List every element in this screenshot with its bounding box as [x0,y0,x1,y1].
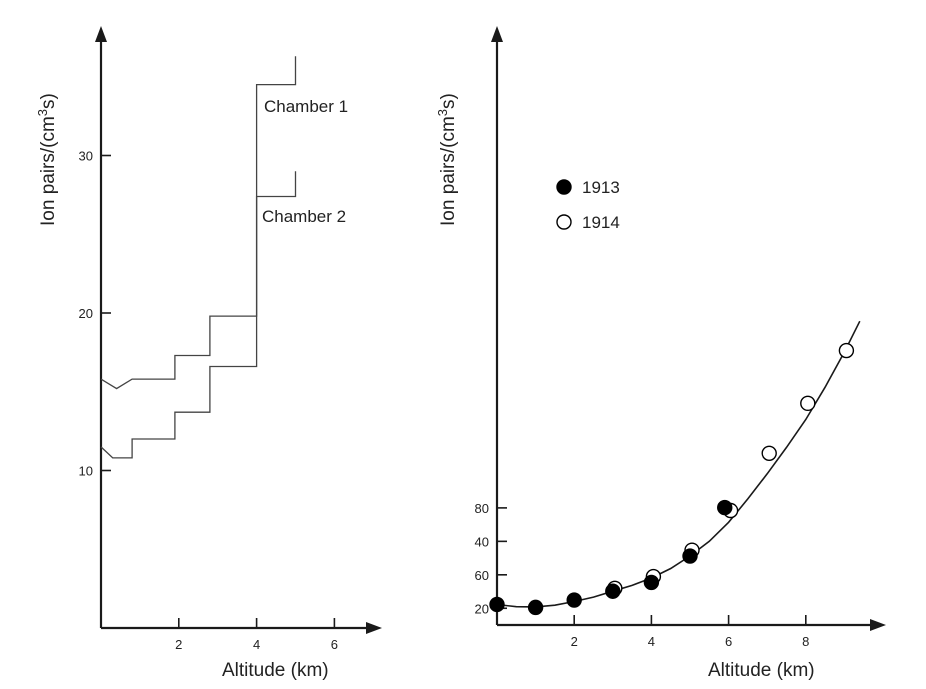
chamber-1-label: Chamber 1 [264,97,348,116]
right-y-axis-title: Ion pairs/(cm3s) [435,93,459,226]
left-y-tick-label: 30 [79,149,93,164]
point-1913 [566,592,582,608]
point-1913 [682,548,698,564]
right-x-tick-label: 4 [648,634,655,649]
right-y-axis-title-base: Ion pairs/(cm [438,116,459,226]
chamber-2-label: Chamber 2 [262,207,346,226]
point-1914 [838,342,855,359]
left-y-axis-arrow-icon [95,26,107,42]
left-series-lines [100,56,297,459]
point-1913 [717,499,733,516]
right-data-points [489,342,855,616]
left-ticks: 2 4 6 10 20 30 [79,149,338,653]
point-1914 [761,445,777,461]
right-x-axis-title: Altitude (km) [708,660,815,681]
series-line-chamber-2 [100,171,297,459]
point-1913 [489,596,505,613]
left-x-tick-label: 2 [175,637,182,652]
left-chart: 2 4 6 10 20 30 Chamber 1 Chamber 2 Altitude (… [35,26,382,681]
right-x-axis-arrow-icon [870,619,886,631]
left-y-tick-label: 20 [79,306,93,321]
right-chart: 2 4 6 8 20 60 40 80 1913 1914 Altitude (km) Ion… [435,26,886,681]
right-ticks: 2 4 6 8 20 60 40 80 [475,501,810,649]
left-y-axis-title-base: Ion pairs/(cm [38,116,59,226]
left-x-tick-label: 6 [331,637,338,652]
legend-1914-label: 1914 [582,213,620,232]
point-1913 [643,574,660,591]
right-x-tick-label: 6 [725,634,732,649]
left-x-axis-arrow-icon [366,622,382,634]
right-y-tick-label: 20 [475,601,489,616]
left-x-tick-label: 4 [253,637,260,652]
left-y-tick-label: 10 [79,464,93,479]
point-1913 [605,583,621,599]
right-y-tick-label: 40 [475,534,489,549]
left-y-axis-title-tail: s) [38,93,59,109]
left-y-axis-title: Ion pairs/(cm3s) [35,93,59,226]
right-y-tick-label: 60 [475,568,489,583]
legend-1913-marker [556,179,572,195]
series-line-chamber-1 [100,56,297,390]
point-1914 [800,395,816,412]
right-y-axis-arrow-icon [491,26,503,42]
fit-curve [496,320,861,608]
point-1913 [527,599,544,616]
right-y-axis-title-sup: 3 [435,109,450,116]
legend-1914-marker [556,214,572,230]
right-x-tick-label: 8 [802,634,809,649]
legend-1913-label: 1913 [582,178,620,197]
right-x-tick-label: 2 [571,634,578,649]
left-x-axis-title: Altitude (km) [222,660,329,681]
left-y-axis-title-sup: 3 [35,109,50,116]
right-y-axis-title-tail: s) [438,93,459,109]
right-y-tick-label: 80 [475,501,489,516]
